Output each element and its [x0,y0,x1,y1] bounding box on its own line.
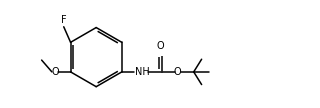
Text: O: O [52,67,60,77]
Text: NH: NH [135,67,150,77]
Text: O: O [174,67,181,77]
Text: F: F [61,15,67,25]
Text: O: O [157,41,164,51]
